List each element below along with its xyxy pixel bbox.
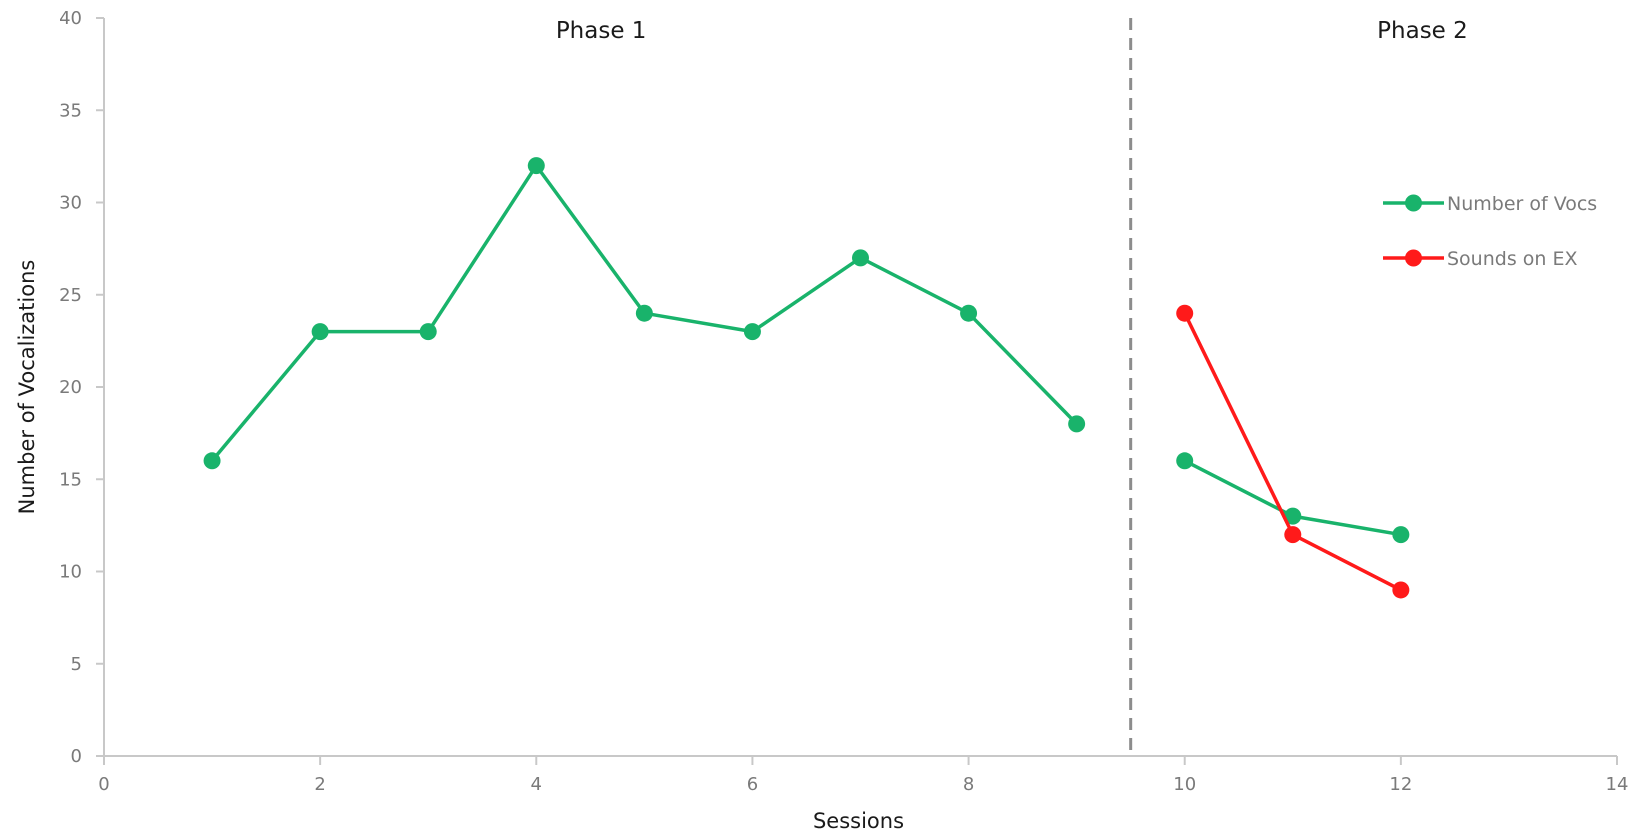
x-tick-label: 6 — [747, 774, 758, 795]
data-point — [419, 323, 437, 341]
data-point — [311, 323, 329, 341]
data-point — [743, 323, 761, 341]
legend-marker — [1405, 249, 1422, 267]
y-tick-label: 40 — [59, 8, 82, 29]
x-tick-label: 8 — [963, 774, 974, 795]
y-tick-label: 0 — [71, 746, 82, 767]
x-tick-label: 12 — [1389, 774, 1412, 795]
series-0 — [203, 157, 1410, 544]
phase-labels: Phase 1 Phase 2 — [556, 18, 1468, 44]
legend: Number of Vocs Sounds on EX — [1383, 193, 1597, 270]
data-point — [1068, 415, 1086, 433]
y-axis-title: Number of Vocalizations — [15, 260, 39, 515]
legend-label: Number of Vocs — [1447, 193, 1597, 215]
x-tick-label: 0 — [98, 774, 109, 795]
x-tick-label: 10 — [1173, 774, 1196, 795]
y-tick-label: 30 — [59, 193, 82, 214]
data-point — [203, 452, 221, 470]
phase-label: Phase 1 — [556, 18, 647, 44]
y-tick-label: 15 — [59, 469, 82, 490]
x-tick-label: 2 — [314, 774, 325, 795]
axes — [103, 18, 1617, 757]
data-point — [635, 304, 653, 322]
y-tick-label: 25 — [59, 285, 82, 306]
data-point — [1392, 526, 1410, 544]
data-point — [527, 157, 545, 175]
y-tick-label: 35 — [59, 100, 82, 121]
y-tick-label: 20 — [59, 377, 82, 398]
legend-label: Sounds on EX — [1447, 248, 1578, 270]
data-point — [960, 304, 978, 322]
data-series — [203, 157, 1410, 599]
series-line — [1183, 312, 1402, 592]
data-point — [1176, 304, 1194, 322]
phase-label: Phase 2 — [1377, 18, 1468, 44]
series-1 — [1176, 304, 1410, 599]
x-tick-label: 14 — [1606, 774, 1629, 795]
data-point — [1284, 507, 1302, 525]
y-tick-label: 5 — [71, 654, 82, 675]
x-tick-labels: 0 2 4 6 8 10 12 14 — [98, 756, 1628, 795]
data-point — [852, 249, 869, 267]
data-point — [1176, 452, 1194, 470]
y-tick-label: 10 — [59, 562, 82, 583]
legend-marker — [1405, 194, 1422, 212]
data-point — [1392, 581, 1410, 599]
x-axis-title: Sessions — [813, 809, 904, 833]
x-tick-label: 4 — [531, 774, 542, 795]
data-point — [1284, 526, 1302, 544]
y-tick-labels: 0 5 10 15 20 25 30 35 40 — [59, 8, 104, 767]
